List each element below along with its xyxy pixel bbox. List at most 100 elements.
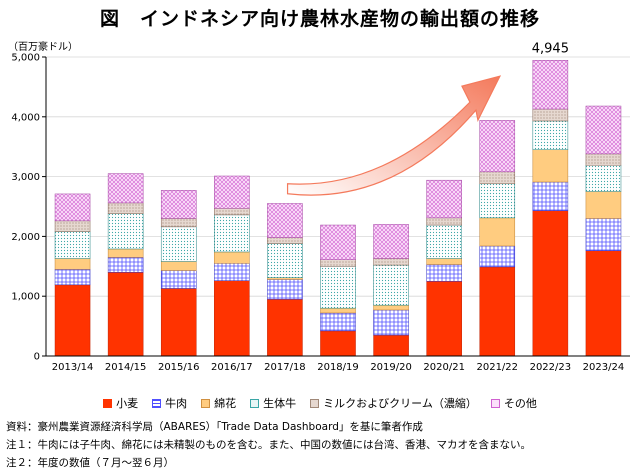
bar-cotton-2022-23 [532, 149, 569, 183]
x-tick-label-2015-16: 2015/16 [158, 362, 200, 373]
bar-milk-2022-23 [532, 108, 569, 122]
legend-label-milk: ミルクおよびクリーム（濃縮） [323, 397, 477, 410]
bar-other-2019-20 [373, 224, 409, 259]
bars-group [54, 60, 622, 357]
bar-other-2021-22 [479, 120, 516, 173]
bar-beef-2020-21 [426, 264, 462, 282]
annotation-peak-value: 4,945 [532, 41, 569, 56]
x-tick-label-2022-23: 2022/23 [530, 362, 572, 373]
bar-cotton-2014-15 [107, 248, 144, 258]
axes [42, 56, 630, 357]
bar-cotton-2020-21 [426, 258, 462, 265]
legend: 小麦 牛肉 綿花 生体牛 ミルクおよびクリーム（濃縮） その他 [0, 393, 640, 413]
bar-other-2014-15 [107, 173, 144, 204]
bar-cotton-2017-18 [267, 277, 303, 280]
bar-milk-2013-14 [54, 220, 91, 232]
x-tick-label-2023-24: 2023/24 [583, 362, 625, 373]
legend-item-wheat: 小麦 [103, 395, 138, 411]
bar-cattle-2019-20 [373, 264, 409, 306]
y-tick-label-2000: 2,000 [11, 232, 40, 243]
y-tick-label-1000: 1,000 [11, 292, 40, 303]
legend-label-wheat: 小麦 [116, 397, 139, 410]
bar-cattle-2014-15 [107, 213, 144, 250]
x-tick-label-2013-14: 2013/14 [52, 362, 94, 373]
x-tick-label-2019-20: 2019/20 [370, 362, 412, 373]
labels-group: 0 1,000 2,000 3,000 4,000 5,000 2013/14 2014/15… [11, 41, 624, 373]
bar-cotton-2019-20 [373, 304, 409, 311]
legend-swatch-other [490, 398, 500, 408]
bar-milk-2019-20 [373, 258, 409, 266]
trend-arrow-layer [286, 75, 502, 196]
bar-cotton-2018-19 [320, 307, 356, 314]
bar-beef-2022-23 [532, 181, 569, 211]
bar-cotton-2015-16 [160, 261, 197, 271]
bar-wheat-2013-14 [54, 284, 91, 357]
legend-item-other: その他 [490, 395, 537, 411]
chart-title: 図 インドネシア向け農林水産物の輸出額の推移 [99, 8, 540, 30]
y-tick-label-5000: 5,000 [11, 53, 40, 64]
bar-other-2017-18 [267, 203, 303, 238]
y-tick-label-4000: 4,000 [11, 112, 40, 123]
bar-cotton-2023-24 [585, 191, 622, 219]
legend-swatch-beef [152, 398, 162, 408]
stacked-bar-chart: 0 1,000 2,000 3,000 4,000 5,000 2013/14 2014/15… [11, 41, 630, 373]
bar-beef-2016-17 [214, 263, 250, 281]
bar-beef-2017-18 [267, 279, 303, 300]
bar-cotton-2021-22 [479, 217, 516, 247]
legend-label-cotton: 綿花 [214, 397, 237, 410]
legend-item-cotton: 綿花 [201, 395, 236, 411]
bar-wheat-2017-18 [267, 298, 303, 357]
trend-arrow [286, 75, 502, 196]
bar-milk-2018-19 [320, 259, 356, 267]
bar-milk-2017-18 [267, 237, 303, 244]
bar-cattle-2017-18 [267, 243, 303, 278]
bar-wheat-2018-19 [320, 330, 356, 357]
bar-wheat-2022-23 [532, 210, 569, 357]
bar-cattle-2013-14 [54, 231, 91, 259]
bar-other-2020-21 [426, 179, 462, 219]
legend-swatch-wheat [103, 398, 113, 408]
bar-cattle-2015-16 [160, 226, 197, 262]
legend-item-milk: ミルクおよびクリーム（濃縮） [310, 395, 477, 411]
bar-milk-2020-21 [426, 217, 462, 226]
bar-other-2023-24 [585, 105, 622, 155]
bar-milk-2021-22 [479, 171, 516, 185]
legend-swatch-cotton [201, 398, 211, 408]
bar-other-2013-14 [54, 193, 91, 222]
bar-cattle-2021-22 [479, 183, 516, 219]
bar-cattle-2022-23 [532, 120, 569, 150]
x-tick-label-2014-15: 2014/15 [105, 362, 147, 373]
bar-beef-2021-22 [479, 245, 516, 268]
bar-cattle-2016-17 [214, 214, 250, 253]
legend-item-cattle: 生体牛 [250, 395, 296, 411]
legend-label-beef: 牛肉 [165, 397, 188, 410]
bar-wheat-2016-17 [214, 280, 250, 357]
x-tick-label-2017-18: 2017/18 [264, 362, 306, 373]
y-axis-unit-label: （百万豪ドル） [8, 42, 78, 53]
note-2: 注２：年度の数値（７月～翌６月） [6, 457, 174, 469]
bar-beef-2015-16 [160, 270, 197, 289]
bar-wheat-2015-16 [160, 288, 197, 357]
bar-beef-2014-15 [107, 257, 144, 273]
x-tick-label-2018-19: 2018/19 [317, 362, 359, 373]
bar-beef-2018-19 [320, 312, 356, 332]
bar-cattle-2018-19 [320, 266, 356, 309]
bar-other-2016-17 [214, 175, 250, 209]
x-tick-label-2021-22: 2021/22 [476, 362, 518, 373]
legend-swatch-milk [310, 398, 320, 408]
footnotes: 資料：豪州農業資源経済科学局（ABARES）「Trade Data Dashbo… [6, 418, 531, 472]
x-tick-label-2020-21: 2020/21 [423, 362, 465, 373]
x-tick-label-2016-17: 2016/17 [211, 362, 253, 373]
bar-cotton-2013-14 [54, 258, 91, 270]
note-1: 注１：牛肉には子牛肉、綿花には未精製のものを含む。また、中国の数値には台湾、香港… [6, 439, 531, 451]
bar-beef-2023-24 [585, 218, 622, 252]
bar-other-2018-19 [320, 224, 356, 260]
bar-other-2022-23 [532, 60, 569, 110]
bar-milk-2015-16 [160, 218, 197, 228]
bar-beef-2019-20 [373, 309, 409, 336]
y-tick-label-0: 0 [34, 352, 40, 363]
bar-wheat-2021-22 [479, 266, 516, 357]
legend-swatch-cattle [250, 398, 260, 408]
bar-milk-2016-17 [214, 208, 250, 216]
bar-cotton-2016-17 [214, 251, 250, 264]
